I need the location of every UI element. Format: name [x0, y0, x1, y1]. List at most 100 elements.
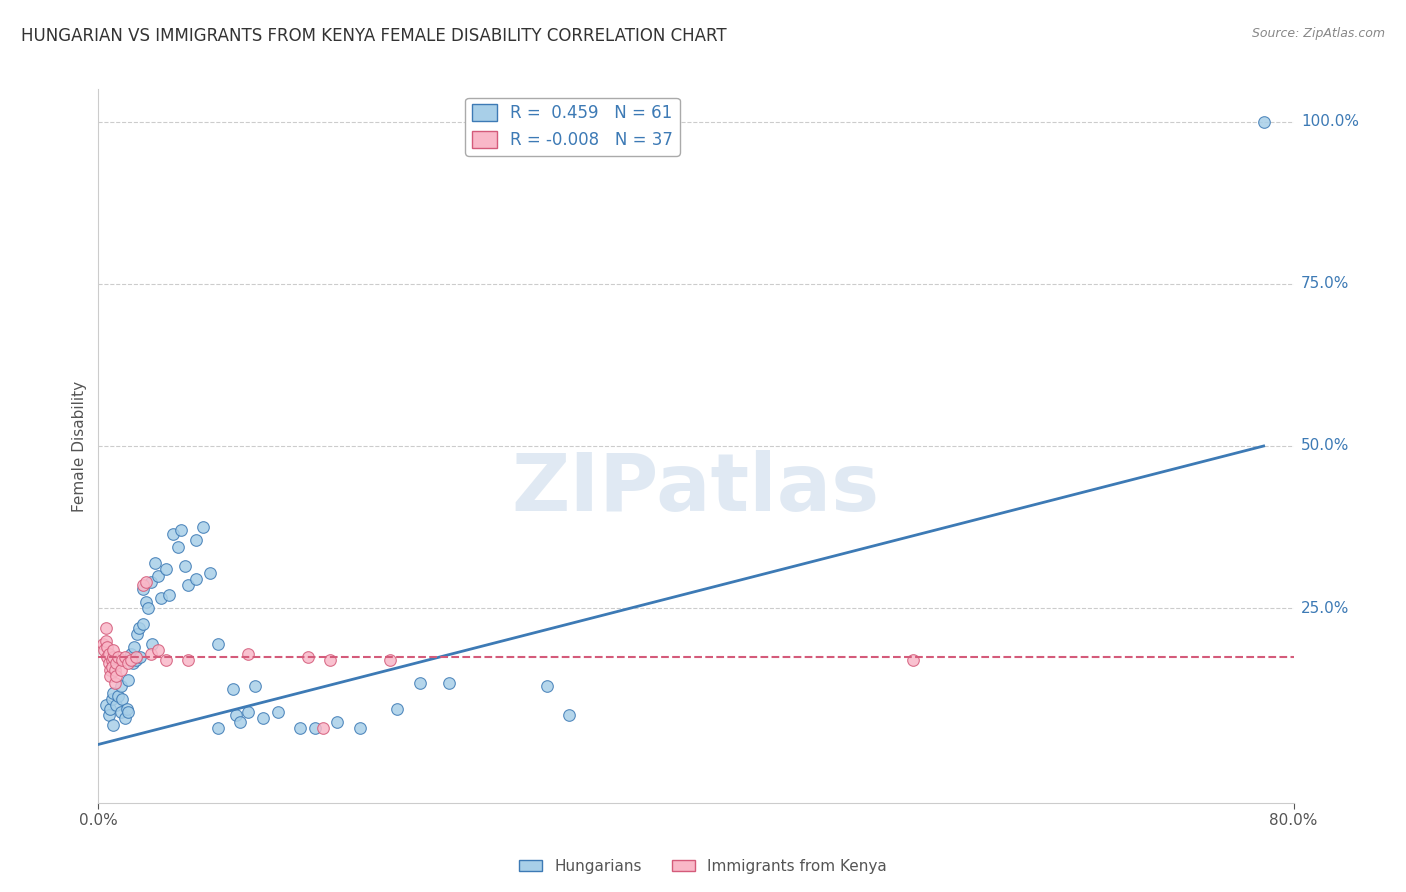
Point	[107, 689, 129, 703]
Point	[326, 714, 349, 729]
Point	[91, 637, 114, 651]
Point	[110, 679, 132, 693]
Point	[135, 575, 157, 590]
Point	[1253, 114, 1275, 128]
Point	[125, 649, 148, 664]
Point	[132, 582, 155, 596]
Point	[311, 721, 333, 735]
Point	[439, 675, 461, 690]
Point	[297, 649, 319, 664]
Point	[136, 601, 159, 615]
Point	[162, 526, 184, 541]
Point	[98, 663, 122, 677]
Point	[104, 663, 127, 677]
Point	[408, 675, 430, 690]
Point	[103, 643, 125, 657]
Point	[148, 643, 170, 657]
Point	[103, 718, 125, 732]
Point	[97, 708, 120, 723]
Point	[111, 692, 134, 706]
Point	[148, 568, 170, 582]
Point	[536, 679, 558, 693]
Point	[184, 533, 207, 547]
Y-axis label: Female Disability: Female Disability	[72, 380, 87, 512]
Point	[111, 653, 134, 667]
Point	[288, 721, 311, 735]
Point	[135, 595, 157, 609]
Point	[349, 721, 371, 735]
Point	[101, 653, 124, 667]
Point	[117, 705, 139, 719]
Point	[143, 556, 166, 570]
Point	[132, 578, 155, 592]
Point	[252, 711, 274, 725]
Point	[101, 659, 124, 673]
Text: 50.0%: 50.0%	[1301, 439, 1350, 453]
Point	[110, 705, 132, 719]
Legend: R =  0.459   N = 61, R = -0.008   N = 37: R = 0.459 N = 61, R = -0.008 N = 37	[465, 97, 681, 155]
Point	[128, 621, 150, 635]
Point	[121, 657, 143, 671]
Point	[132, 617, 155, 632]
Point	[319, 653, 342, 667]
Point	[103, 685, 125, 699]
Point	[166, 540, 188, 554]
Point	[558, 708, 581, 723]
Point	[114, 711, 136, 725]
Point	[105, 669, 128, 683]
Point	[901, 653, 924, 667]
Point	[97, 647, 120, 661]
Point	[101, 692, 124, 706]
Text: Source: ZipAtlas.com: Source: ZipAtlas.com	[1251, 27, 1385, 40]
Point	[236, 647, 259, 661]
Point	[103, 649, 125, 664]
Point	[169, 524, 191, 538]
Point	[222, 682, 245, 697]
Point	[155, 562, 177, 576]
Point	[155, 653, 177, 667]
Point	[114, 649, 136, 664]
Point	[127, 627, 149, 641]
Point	[124, 640, 146, 654]
Point	[110, 663, 132, 677]
Point	[267, 705, 290, 719]
Point	[105, 657, 128, 671]
Point	[96, 640, 118, 654]
Point	[207, 721, 229, 735]
Point	[157, 588, 180, 602]
Point	[125, 653, 148, 667]
Text: 25.0%: 25.0%	[1301, 600, 1350, 615]
Point	[141, 637, 163, 651]
Text: HUNGARIAN VS IMMIGRANTS FROM KENYA FEMALE DISABILITY CORRELATION CHART: HUNGARIAN VS IMMIGRANTS FROM KENYA FEMAL…	[21, 27, 727, 45]
Point	[94, 698, 117, 713]
Point	[98, 702, 122, 716]
Point	[200, 566, 222, 580]
Point	[385, 702, 409, 716]
Point	[236, 705, 259, 719]
Point	[139, 575, 162, 590]
Point	[378, 653, 401, 667]
Point	[304, 721, 326, 735]
Point	[115, 702, 138, 716]
Point	[174, 559, 197, 574]
Point	[177, 653, 200, 667]
Point	[117, 673, 139, 687]
Point	[117, 657, 139, 671]
Point	[120, 653, 142, 667]
Point	[105, 698, 128, 713]
Point	[94, 621, 117, 635]
Point	[225, 708, 247, 723]
Point	[120, 647, 142, 661]
Legend: Hungarians, Immigrants from Kenya: Hungarians, Immigrants from Kenya	[513, 853, 893, 880]
Point	[150, 591, 173, 606]
Point	[184, 572, 207, 586]
Point	[104, 675, 127, 690]
Point	[93, 643, 115, 657]
Text: 75.0%: 75.0%	[1301, 277, 1350, 292]
Text: 100.0%: 100.0%	[1301, 114, 1360, 129]
Point	[94, 633, 117, 648]
Point	[229, 714, 252, 729]
Text: ZIPatlas: ZIPatlas	[512, 450, 880, 528]
Point	[177, 578, 200, 592]
Point	[245, 679, 267, 693]
